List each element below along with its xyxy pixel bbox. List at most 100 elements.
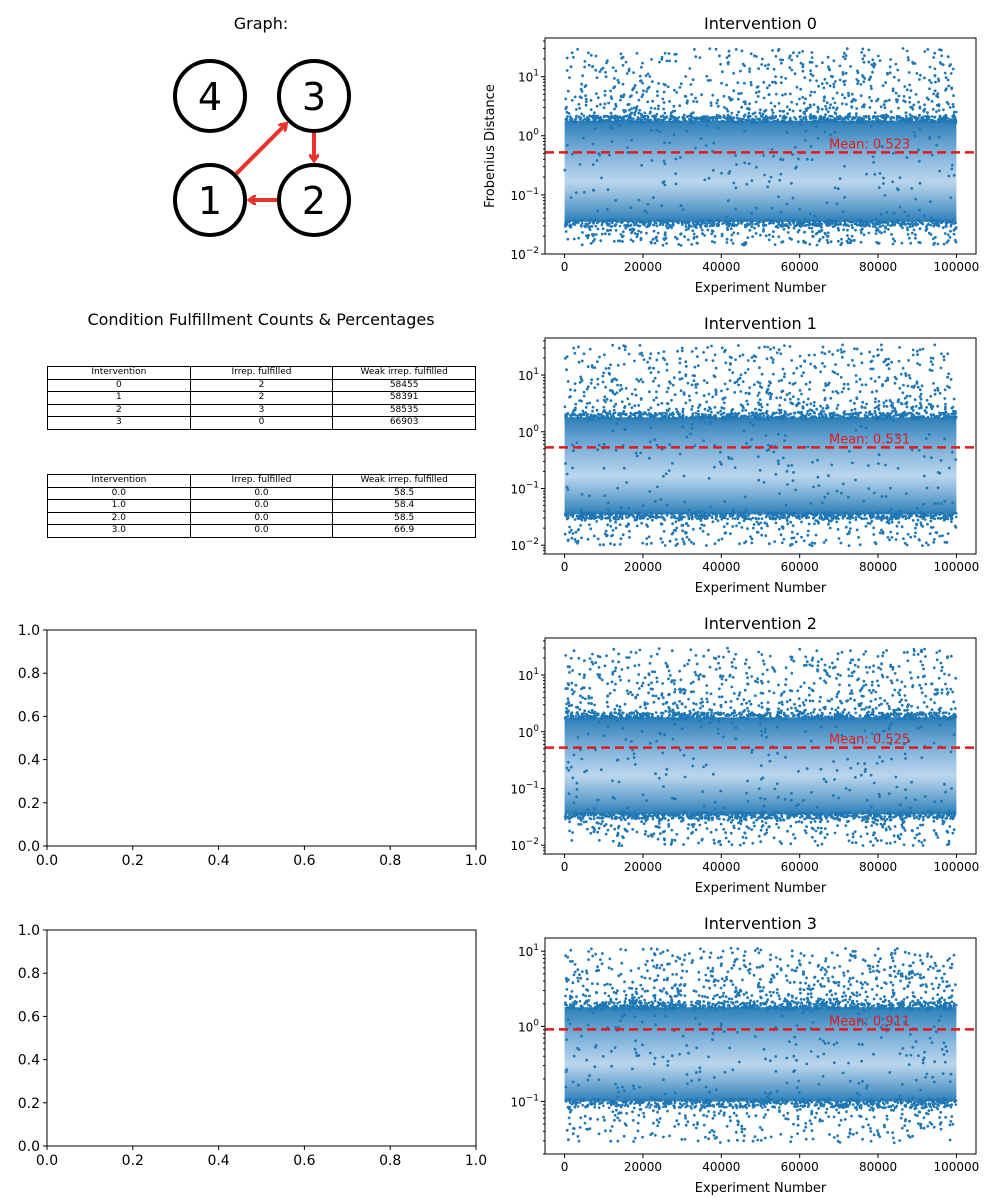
scatter-point	[868, 412, 871, 415]
scatter-point	[782, 375, 786, 379]
scatter-point	[795, 366, 799, 370]
scatter-point	[938, 391, 942, 395]
scatter-point	[817, 84, 820, 88]
scatter-point	[824, 107, 828, 111]
scatter-point	[779, 172, 783, 176]
scatter-point	[909, 514, 913, 518]
scatter-point	[684, 530, 687, 534]
scatter-point	[936, 404, 940, 408]
scatter-point	[909, 241, 913, 245]
scatter-point	[776, 49, 780, 52]
scatter-point	[788, 397, 792, 401]
scatter-point	[588, 228, 592, 232]
scatter-point	[853, 347, 856, 351]
scatter-point	[614, 520, 617, 524]
scatter-point	[810, 158, 814, 162]
scatter-point	[808, 242, 812, 246]
scatter-point	[768, 391, 772, 395]
scatter-point	[586, 223, 590, 226]
scatter-point	[563, 168, 567, 172]
scatter-point	[891, 89, 895, 93]
scatter-point	[681, 223, 684, 226]
scatter-point	[775, 411, 778, 414]
scatter-point	[669, 512, 673, 515]
scatter-point	[628, 514, 631, 517]
scatter-point	[931, 356, 935, 360]
scatter-point	[691, 78, 695, 81]
scatter-point	[875, 415, 879, 419]
scatter-point	[828, 114, 831, 118]
scatter-point	[768, 84, 771, 87]
scatter-point	[942, 518, 946, 522]
scatter-point	[769, 356, 773, 360]
scatter-point	[660, 55, 664, 59]
scatter-point	[706, 514, 709, 517]
scatter-point	[824, 538, 828, 542]
scatter-point	[863, 220, 867, 224]
scatter-point	[808, 511, 812, 515]
scatter-point	[779, 58, 782, 62]
scatter-point	[594, 54, 598, 58]
scatter-point	[802, 400, 806, 404]
scatter-point	[793, 116, 796, 119]
scatter-point	[838, 78, 842, 82]
scatter-point	[720, 119, 724, 123]
scatter-point	[703, 178, 707, 182]
scatter-point	[843, 412, 846, 416]
scatter-point	[847, 531, 851, 535]
scatter-point	[737, 383, 740, 387]
scatter-point	[634, 393, 638, 397]
scatter-point	[778, 516, 781, 519]
scatter-point	[849, 413, 853, 416]
scatter-point	[641, 541, 645, 545]
scatter-point	[784, 224, 787, 227]
scatter-point	[621, 82, 625, 86]
scatter-point	[926, 111, 929, 114]
scatter-point	[847, 516, 851, 519]
scatter-point	[710, 219, 713, 223]
scatter-point	[704, 115, 708, 119]
scatter-point	[622, 218, 625, 222]
scatter-point	[831, 97, 835, 100]
scatter-point	[738, 511, 741, 514]
scatter-point	[738, 354, 742, 358]
scatter-point	[611, 127, 614, 131]
scatter-point	[687, 221, 691, 224]
y-axis-label: Frobenius Distance	[483, 84, 498, 208]
scatter-point	[616, 486, 620, 490]
scatter-point	[919, 392, 923, 396]
scatter-point	[946, 532, 950, 535]
scatter-point	[722, 401, 726, 405]
scatter-point	[720, 171, 723, 175]
scatter-point	[611, 343, 614, 347]
scatter-point	[805, 403, 809, 406]
scatter-point	[578, 708, 582, 711]
scatter-point	[890, 417, 893, 421]
scatter-point	[649, 110, 652, 114]
scatter-point	[944, 225, 947, 228]
scatter-point	[889, 530, 893, 534]
scatter-point	[616, 383, 619, 387]
scatter-point	[605, 534, 608, 538]
scatter-point	[583, 224, 586, 228]
scatter-point	[622, 466, 626, 470]
scatter-point	[823, 95, 826, 99]
scatter-point	[926, 48, 930, 51]
scatter-point	[713, 234, 717, 238]
scatter-point	[669, 114, 672, 118]
scatter-point	[748, 67, 752, 71]
scatter-point	[601, 380, 605, 384]
scatter-point	[643, 514, 647, 518]
scatter-point	[890, 360, 893, 364]
scatter-point	[758, 412, 762, 416]
scatter-point	[728, 379, 732, 382]
scatter-point	[722, 116, 725, 119]
scatter-point	[889, 508, 893, 511]
scatter-point	[786, 231, 790, 234]
scatter-point	[656, 90, 659, 93]
scatter-point	[780, 541, 784, 545]
scatter-point	[571, 532, 575, 535]
scatter-point	[771, 511, 774, 514]
scatter-point	[883, 194, 887, 197]
scatter-point	[832, 106, 835, 110]
